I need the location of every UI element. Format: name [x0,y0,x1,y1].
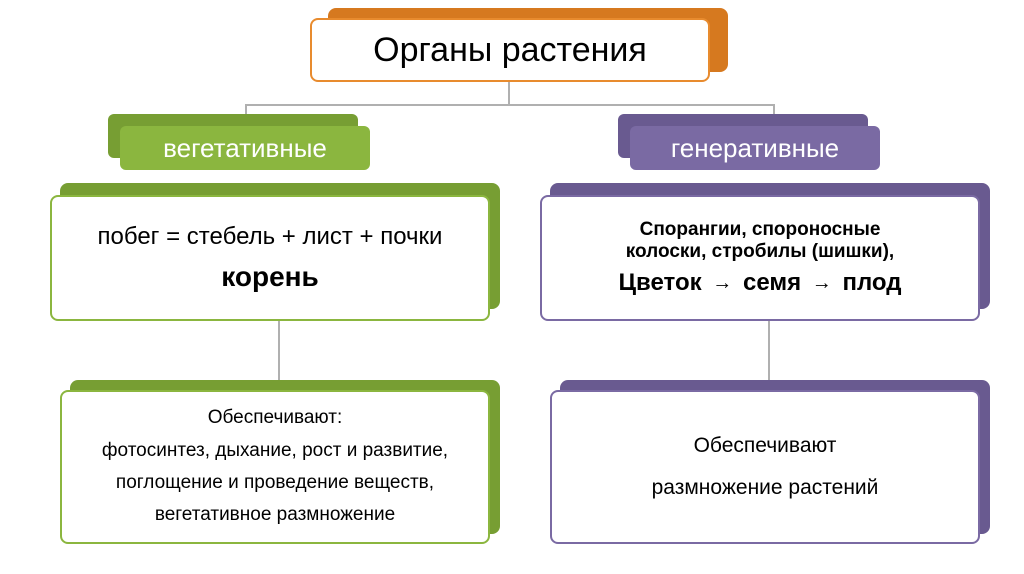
connector [508,82,510,104]
right-tab: генеративные [630,126,880,170]
left-tab-label: вегетативные [163,133,327,164]
left-box1-line2: корень [52,261,488,293]
right-box2-line2: размножение растений [552,467,978,509]
left-box2-line4: вегетативное размножение [62,499,488,531]
left-box1: побег = стебель + лист + почки корень [50,195,490,321]
root-title: Органы растения [373,31,647,70]
right-box1-line1: Спорангии, спороносные [542,219,978,241]
right-tab-label: генеративные [671,133,839,164]
flow-item-1: Цветок [619,269,702,296]
right-box2-line1: Обеспечивают [552,425,978,467]
flow-item-3: плод [842,269,901,296]
left-box2-line2: фотосинтез, дыхание, рост и развитие, [62,435,488,467]
right-box1-line2: колоски, стробилы (шишки), [542,241,978,263]
flow-item-2: семя [743,269,801,296]
left-tab: вегетативные [120,126,370,170]
connector [768,321,770,381]
left-box2-line1: Обеспечивают: [62,402,488,434]
left-box1-line1: побег = стебель + лист + почки [52,223,488,251]
connector [278,321,280,381]
root-box: Органы растения [310,18,710,82]
left-box2-line3: поглощение и проведение веществ, [62,467,488,499]
right-box1-flow: Цветок → семя → плод [542,269,978,297]
right-box2: Обеспечивают размножение растений [550,390,980,544]
arrow-icon: → [712,272,732,295]
arrow-icon: → [812,272,832,295]
connector [245,104,775,106]
right-box1: Спорангии, спороносные колоски, стробилы… [540,195,980,321]
left-box2: Обеспечивают: фотосинтез, дыхание, рост … [60,390,490,544]
